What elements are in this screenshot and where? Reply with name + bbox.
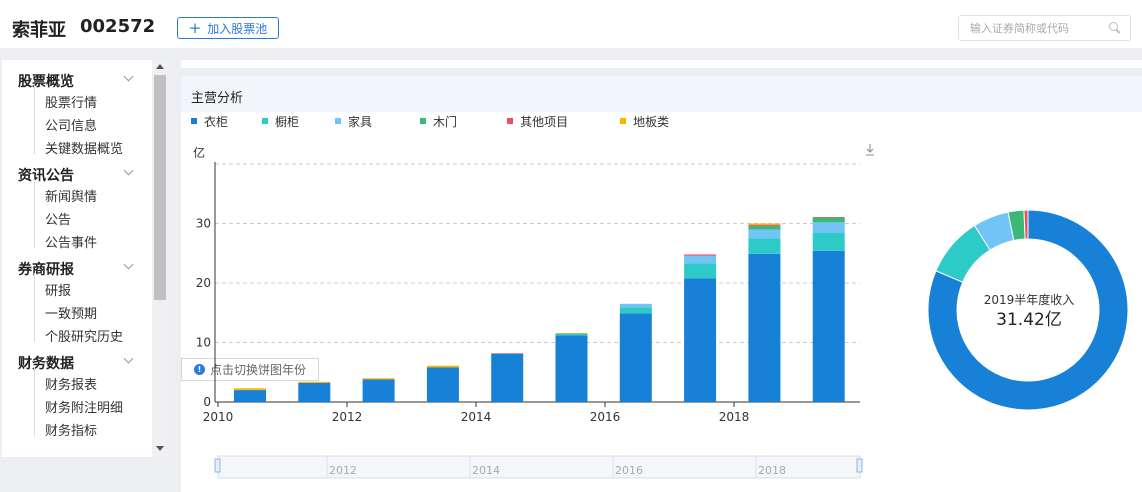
sidebar: 股票概览股票行情公司信息关键数据概览资讯公告新闻舆情公告公告事件券商研报研报一致… [2, 60, 168, 457]
chevron-down-icon[interactable] [123, 353, 134, 364]
sidebar-group-title: 股票概览 [18, 74, 74, 90]
sidebar-item[interactable]: 财务报表 [45, 378, 98, 393]
sidebar-group-items: 新闻舆情公告公告事件 [34, 179, 152, 251]
download-icon[interactable] [865, 143, 875, 156]
sidebar-item[interactable]: 研报 [45, 284, 72, 299]
sidebar-item[interactable]: 公告 [45, 213, 72, 228]
chevron-down-icon[interactable] [123, 165, 134, 176]
plus-icon: + [188, 18, 202, 37]
legend-label: 其他项目 [520, 114, 569, 129]
search-input[interactable] [959, 16, 1099, 40]
sidebar-group-title: 券商研报 [18, 262, 74, 278]
scroll-thumb[interactable] [154, 75, 166, 300]
search-icon[interactable] [1109, 22, 1118, 31]
stock-name: 索菲亚 [12, 20, 66, 41]
legend-item[interactable]: 衣柜 [191, 114, 229, 129]
donut-center-label: 2019半年度收入 [983, 293, 1075, 307]
sidebar-item[interactable]: 关键数据概览 [45, 142, 124, 157]
legend-item[interactable]: 木门 [420, 114, 458, 129]
legend-swatch [620, 118, 627, 124]
tip-label: 点击切换饼图年份 [210, 363, 307, 377]
legend-swatch [262, 118, 269, 124]
sidebar-scrollbar[interactable] [152, 60, 168, 457]
sidebar-item[interactable]: 股票行情 [45, 96, 98, 111]
donut-center-value: 31.42亿 [996, 310, 1062, 330]
y-axis-unit: 亿 [193, 146, 206, 160]
switch-pie-year-tip[interactable]: ! 点击切换饼图年份 [181, 358, 319, 381]
sidebar-group-2[interactable]: 券商研报 [2, 248, 152, 278]
sidebar-group-items: 股票行情公司信息关键数据概览 [34, 85, 152, 157]
legend-item[interactable]: 其他项目 [507, 114, 569, 129]
sidebar-group-items: 研报一致预期个股研究历史 [34, 273, 152, 345]
legend-swatch [335, 118, 342, 124]
legend-swatch [191, 118, 197, 124]
legend-label: 橱柜 [275, 114, 300, 129]
legend-label: 衣柜 [204, 114, 229, 129]
chevron-down-icon[interactable] [123, 71, 134, 82]
sidebar-nav: 股票概览股票行情公司信息关键数据概览资讯公告新闻舆情公告公告事件券商研报研报一致… [2, 60, 152, 439]
chevron-down-icon[interactable] [123, 259, 134, 270]
legend-item[interactable]: 家具 [335, 114, 373, 129]
sidebar-group-3[interactable]: 财务数据 [2, 342, 152, 372]
info-icon: ! [194, 364, 205, 375]
legend-swatch [507, 118, 514, 124]
sidebar-group-0[interactable]: 股票概览 [2, 60, 152, 90]
add-to-pool-button[interactable]: + 加入股票池 [177, 17, 279, 39]
panel-header: 主营分析 [181, 76, 1142, 112]
sidebar-group-title: 资讯公告 [18, 168, 74, 184]
legend-item[interactable]: 地板类 [620, 114, 670, 129]
sidebar-item[interactable]: 公告事件 [45, 236, 98, 251]
legend-label: 地板类 [633, 114, 670, 129]
main-business-panel: 主营分析 衣柜 橱柜 家具 木门 其他项目 地板类 亿 ! 点击切换饼图年份 [181, 76, 1142, 492]
header: 索菲亚 002572 + 加入股票池 [0, 0, 1142, 48]
sidebar-item[interactable]: 财务附注明细 [45, 401, 124, 416]
sidebar-item[interactable]: 新闻舆情 [45, 190, 98, 205]
sidebar-group-title: 财务数据 [18, 356, 74, 372]
sidebar-item[interactable]: 个股研究历史 [45, 330, 124, 345]
top-strip [181, 60, 1142, 68]
sidebar-item[interactable]: 公司信息 [45, 119, 98, 134]
panel-title: 主营分析 [191, 91, 244, 106]
legend-item[interactable]: 橱柜 [262, 114, 300, 129]
search-box[interactable] [958, 15, 1131, 41]
scroll-down-arrow-icon[interactable] [156, 446, 164, 451]
scroll-up-arrow-icon[interactable] [156, 64, 164, 69]
sidebar-group-1[interactable]: 资讯公告 [2, 154, 152, 184]
add-to-pool-label: 加入股票池 [207, 21, 268, 36]
legend-label: 木门 [433, 114, 458, 129]
sidebar-group-items: 财务报表财务附注明细 财务指标 [34, 367, 152, 439]
sidebar-item[interactable]: 一致预期 [45, 307, 98, 322]
legend-swatch [420, 118, 427, 124]
chart-legend: 衣柜 橱柜 家具 木门 其他项目 地板类 [191, 114, 670, 129]
sidebar-item[interactable]: 财务指标 [45, 424, 98, 439]
legend-label: 家具 [348, 114, 373, 129]
stock-code: 002572 [80, 16, 156, 37]
